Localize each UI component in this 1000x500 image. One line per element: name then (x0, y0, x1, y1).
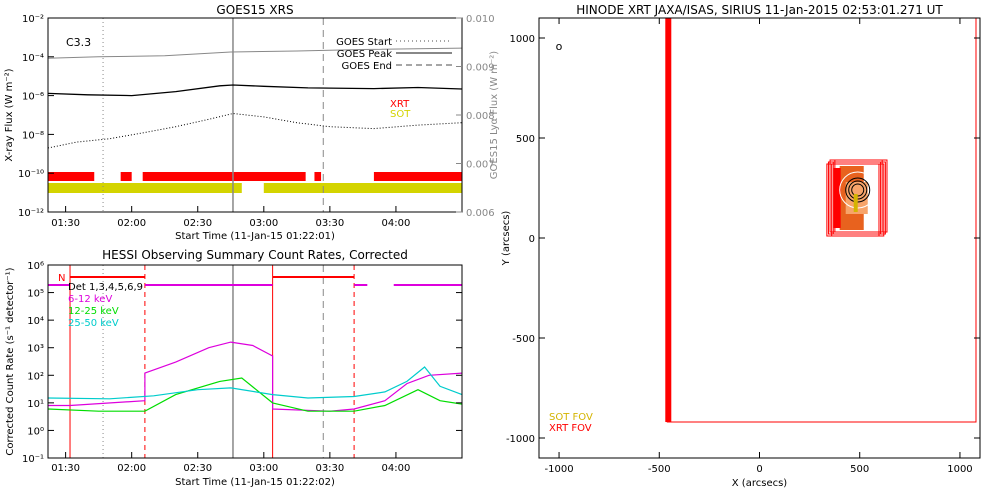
xrt-y-axis-label: Y (arcsecs) (501, 211, 512, 267)
xrt-x-tick-label: -1000 (545, 464, 574, 475)
xrt-contour-outer (839, 171, 877, 209)
goes-y-tick-label: 10⁻¹⁰ (18, 169, 44, 180)
goes-x-tick-label: 02:00 (117, 218, 146, 229)
goes-x-axis-label: Start Time (11-Jan-15 01:22:01) (175, 231, 335, 242)
hessi-legend-label: 6-12 keV (68, 294, 112, 305)
hessi-y-tick-label: 10⁰ (27, 426, 44, 437)
goes-class-label: C3.3 (66, 36, 91, 49)
hessi-x-tick-label: 02:30 (183, 463, 212, 474)
hessi-series-line (47, 366, 463, 400)
hessi-y-tick-label: 10³ (27, 344, 44, 355)
goes-x-tick-label: 03:30 (315, 218, 344, 229)
coverage-xrt-interval (142, 172, 306, 181)
xrt-x-tick-label: 500 (850, 464, 869, 475)
xrt-small-fov (832, 161, 886, 235)
xrt-large-fov-edge (665, 18, 672, 422)
goes-legend-label: GOES Peak (337, 49, 392, 60)
hessi-title: HESSI Observing Summary Count Rates, Cor… (102, 248, 408, 262)
xrt-title: HINODE XRT JAXA/ISAS, SIRIUS 11-Jan-2015… (576, 3, 943, 17)
coverage-sot-interval (263, 183, 462, 193)
hessi-x-tick-label: 04:00 (382, 463, 411, 474)
coverage-xrt-interval (373, 172, 462, 181)
goes-legend-label: GOES Start (336, 37, 392, 48)
coverage-xrt-interval (120, 172, 132, 181)
xrt-y-tick-label: -500 (512, 334, 535, 345)
goes-y-tick-label: 10⁻¹² (18, 208, 44, 219)
xrt-legend-label: XRT FOV (549, 423, 592, 434)
xrt-x-tick-label: 0 (756, 464, 762, 475)
goes-yr-tick-label: 0.007 (466, 160, 495, 171)
hessi-y-tick-label: 10⁵ (27, 289, 44, 300)
coverage-xrt-interval (314, 172, 322, 181)
goes-y-tick-label: 10⁻² (22, 14, 44, 25)
hessi-x-tick-label: 01:30 (51, 463, 80, 474)
hessi-legend-label: 25-50 keV (68, 318, 119, 329)
goes-x-tick-label: 03:00 (249, 218, 278, 229)
hessi-series-line (48, 341, 463, 412)
goes-yr-tick-label: 0.009 (466, 63, 495, 74)
hessi-series-line (47, 377, 463, 412)
xrt-x-tick-label: -500 (648, 464, 671, 475)
goes-x-tick-label: 02:30 (183, 218, 212, 229)
goes-x-tick-label: 01:30 (51, 218, 80, 229)
hessi-count-rate-panel: HESSI Observing Summary Count Rates, Cor… (5, 248, 463, 488)
hessi-plot-frame (47, 264, 463, 459)
goes-yr-axis-label: GOES15 Lyα Flux (W m⁻²) (489, 51, 500, 179)
xrt-legend-label: SOT FOV (549, 412, 593, 423)
coverage-sot-interval (48, 183, 242, 193)
xrt-marker: o (556, 40, 563, 53)
goes-yr-tick-label: 0.008 (466, 111, 495, 122)
goes-y-tick-label: 10⁻⁶ (22, 92, 44, 103)
xrt-x-tick-label: 1000 (947, 464, 972, 475)
goes-sot-label: SOT (390, 109, 411, 120)
xrt-y-tick-label: 1000 (510, 34, 535, 45)
hessi-y-tick-label: 10⁶ (27, 261, 44, 272)
xrt-y-tick-label: 500 (516, 134, 535, 145)
goes-x-tick-label: 04:00 (382, 218, 411, 229)
hessi-y-tick-label: 10⁻¹ (22, 454, 44, 465)
hessi-y-axis-label: Corrected Count Rate (s⁻¹ detector⁻¹) (5, 267, 16, 455)
hessi-y-tick-label: 10⁴ (27, 316, 44, 327)
hessi-legend-header: Det 1,3,4,5,6,9 (68, 282, 143, 293)
coverage-xrt-interval (48, 172, 95, 181)
goes-title: GOES15 XRS (216, 3, 293, 17)
hessi-x-tick-label: 03:00 (249, 463, 278, 474)
hessi-flag-label: N (58, 273, 65, 284)
goes-y-tick-label: 10⁻⁸ (22, 130, 44, 141)
goes-series-line (47, 84, 463, 97)
goes-legend-label: GOES End (342, 61, 392, 72)
hinode-xrt-map-panel: HINODE XRT JAXA/ISAS, SIRIUS 11-Jan-2015… (501, 3, 981, 489)
xrt-y-tick-label: 0 (529, 234, 535, 245)
xrt-large-fov (666, 17, 977, 423)
goes-series-line (47, 47, 463, 59)
xrt-y-tick-label: -1000 (506, 434, 535, 445)
xrt-plot-frame (538, 17, 981, 459)
hessi-y-tick-label: 10¹ (27, 399, 44, 410)
sot-fov (853, 194, 858, 212)
xrt-contour (845, 177, 871, 203)
xrt-contour (848, 180, 868, 200)
hessi-legend-label: 12-25 keV (68, 306, 119, 317)
goes-xrt-label: XRT (390, 99, 410, 110)
xrt-small-fov-edge (833, 168, 841, 228)
xrt-small-fov (831, 163, 885, 237)
xrt-x-axis-label: X (arcsecs) (732, 478, 788, 489)
goes-y-axis-label: X-ray Flux (W m⁻²) (4, 68, 15, 161)
hessi-x-tick-label: 02:00 (117, 463, 146, 474)
xrt-contour (851, 183, 865, 197)
goes-yr-tick-label: 0.010 (466, 14, 495, 25)
goes-y-tick-label: 10⁻⁴ (22, 53, 44, 64)
hessi-x-axis-label: Start Time (11-Jan-15 01:22:02) (175, 477, 335, 488)
goes-yr-tick-label: 0.006 (466, 208, 495, 219)
goes-series-line (47, 112, 463, 149)
hessi-y-tick-label: 10² (27, 371, 44, 382)
hessi-x-tick-label: 03:30 (315, 463, 344, 474)
goes-xrs-panel: GOES15 XRS 10⁻¹² 10⁻¹⁰ 10⁻⁸ 10⁻⁶ 10⁻⁴ 10⁻² 0.00… (4, 3, 500, 242)
